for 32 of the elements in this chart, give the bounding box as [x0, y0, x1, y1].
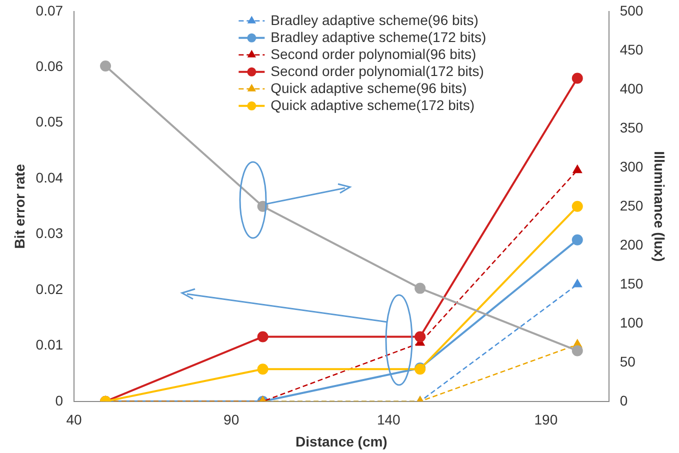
y2-tick-label: 400	[620, 80, 644, 96]
y2-tick-label: 100	[620, 314, 644, 330]
x-tick-label: 140	[376, 412, 401, 428]
y-tick-label: 0.02	[36, 280, 64, 297]
legend-label: Second order polynomial(172 bits)	[270, 62, 484, 79]
y2-axis-title: Illuminance (lux)	[652, 151, 668, 262]
y2-tick-label: 50	[620, 353, 636, 370]
x-axis-title: Distance (cm)	[296, 433, 388, 450]
y-tick-label: 0.03	[36, 225, 64, 242]
y2-tick-label: 200	[620, 236, 644, 252]
legend-label: Quick adaptive scheme(172 bits)	[270, 96, 475, 113]
legend-label: Bradley adaptive scheme(96 bits)	[270, 12, 478, 28]
legend-label: Quick adaptive scheme(96 bits)	[270, 80, 467, 96]
y-axis-title: Bit error rate	[11, 164, 28, 249]
y-tick-label: 0.05	[36, 114, 64, 130]
y-tick-label: 0	[55, 392, 64, 408]
legend-label: Bradley adaptive scheme(172 bits)	[270, 28, 486, 45]
y-tick-label: 0.04	[36, 169, 64, 186]
y-tick-label: 0.01	[36, 336, 64, 353]
x-tick-label: 40	[66, 412, 82, 428]
y-tick-label: 0.07	[36, 2, 64, 18]
y2-tick-label: 150	[620, 275, 644, 292]
y2-tick-label: 0	[620, 392, 628, 408]
y-tick-label: 0.06	[36, 58, 64, 74]
x-tick-label: 90	[224, 412, 240, 428]
x-tick-label: 190	[534, 412, 558, 428]
legend-label: Second order polynomial(96 bits)	[270, 46, 476, 62]
y2-tick-label: 300	[620, 158, 644, 174]
y2-tick-label: 450	[620, 41, 644, 58]
y2-tick-label: 350	[620, 119, 644, 136]
y2-tick-label: 250	[620, 197, 644, 214]
y2-tick-label: 500	[620, 2, 644, 18]
